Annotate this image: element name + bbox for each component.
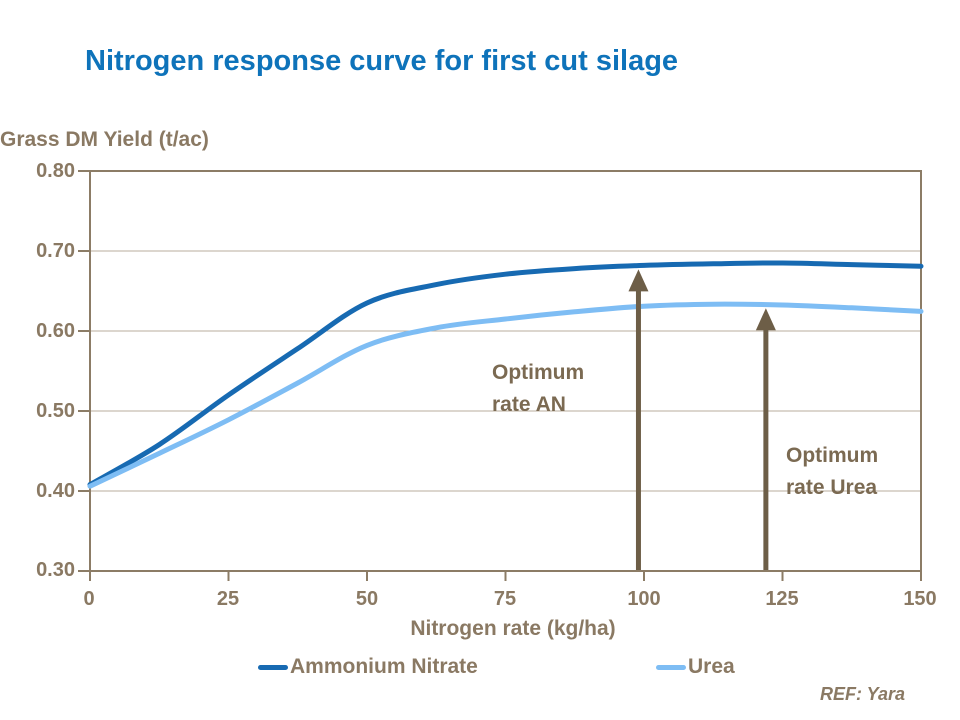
- x-tick-label: 25: [216, 588, 240, 610]
- y-tick-label: 0.70: [36, 240, 75, 262]
- annotation-line: rate AN: [492, 393, 566, 416]
- legend-label-urea: Urea: [688, 655, 735, 678]
- y-tick-label: 0.80: [36, 160, 75, 182]
- y-tick-label: 0.40: [36, 480, 75, 502]
- y-tick-label: 0.60: [36, 320, 75, 342]
- reference-note: REF: Yara: [819, 684, 905, 704]
- y-tick-label: 0.50: [36, 400, 75, 422]
- annotation-line: Optimum: [786, 444, 879, 467]
- legend-item-urea: Urea: [656, 655, 735, 679]
- annotation-optimum-rate-urea: Optimum rate Urea: [786, 440, 878, 504]
- x-tick-label: 75: [493, 588, 517, 610]
- x-tick-label: 100: [627, 588, 661, 610]
- annotation-line: Optimum: [492, 361, 585, 384]
- legend-item-ammonium-nitrate: Ammonium Nitrate: [258, 655, 478, 679]
- x-tick-label: 0: [83, 588, 95, 610]
- chart-title: Nitrogen response curve for first cut si…: [85, 45, 679, 77]
- y-axis-title: Grass DM Yield (t/ac): [0, 128, 209, 151]
- annotation-line: rate Urea: [786, 476, 878, 499]
- legend-label-ammonium-nitrate: Ammonium Nitrate: [290, 655, 478, 678]
- legend-line-urea-icon: [656, 664, 686, 670]
- x-tick-label: 125: [765, 588, 799, 610]
- x-axis-title: Nitrogen rate (kg/ha): [410, 617, 616, 640]
- x-tick-label: 150: [903, 588, 937, 610]
- legend-line-ammonium-nitrate-icon: [258, 664, 288, 670]
- annotation-optimum-rate-an: Optimum rate AN: [492, 357, 584, 421]
- y-tick-label: 0.30: [36, 559, 75, 581]
- x-tick-label: 50: [355, 588, 379, 610]
